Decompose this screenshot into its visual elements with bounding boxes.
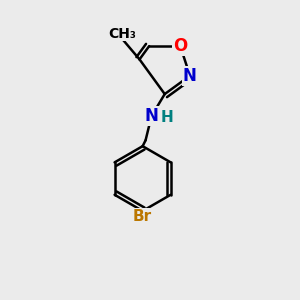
Text: H: H <box>160 110 173 125</box>
Text: O: O <box>173 37 188 55</box>
Text: N: N <box>145 107 158 125</box>
Text: Br: Br <box>133 209 152 224</box>
Text: CH₃: CH₃ <box>108 27 136 41</box>
Text: N: N <box>183 67 197 85</box>
